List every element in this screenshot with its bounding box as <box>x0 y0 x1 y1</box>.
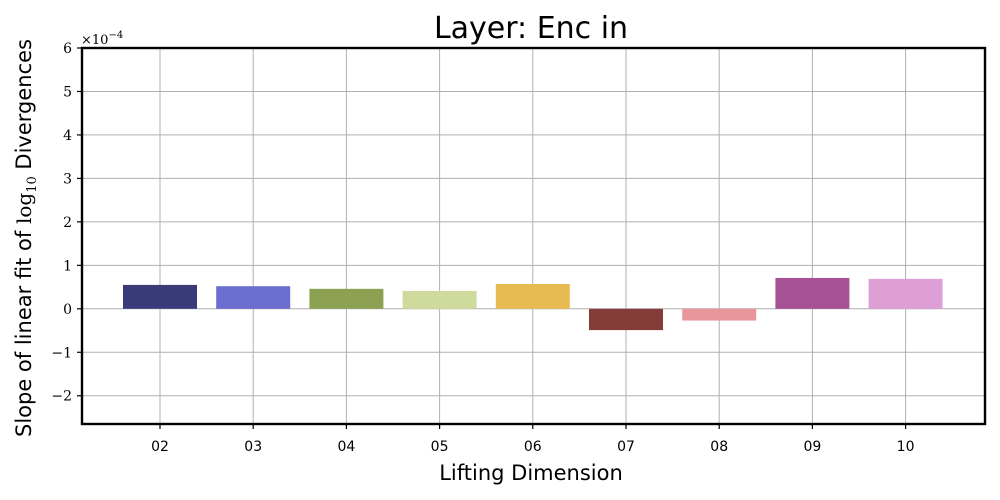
y-ticks: −2 −1 0 1 2 3 4 5 6 <box>51 41 82 405</box>
bars <box>123 277 943 331</box>
y-tick-label: −1 <box>51 345 72 361</box>
x-tick-label: 03 <box>244 439 262 455</box>
y-axis-label-log: log <box>12 193 36 224</box>
bar-02 <box>123 284 197 309</box>
y-axis-label: Slope of linear fit of log10 Divergences <box>12 39 40 437</box>
bar-04 <box>309 288 384 309</box>
y-tick-label: 0 <box>63 302 72 318</box>
x-tick-label: 07 <box>617 439 635 455</box>
grid <box>82 47 985 424</box>
y-tick-label: 6 <box>63 41 72 57</box>
y-axis-label-prefix: Slope of linear fit of <box>12 224 36 437</box>
y-tick-label: 1 <box>63 258 72 274</box>
x-tick-label: 02 <box>151 439 169 455</box>
plot-frame <box>80 46 987 426</box>
bar-05 <box>402 290 477 309</box>
y-axis-exponent: ×10−4 <box>81 30 123 48</box>
bar-03 <box>216 286 291 309</box>
chart-title: Layer: Enc in <box>434 11 628 46</box>
y-tick-label: −2 <box>51 389 72 405</box>
y-tick-label: 2 <box>63 215 72 231</box>
x-tick-label: 05 <box>431 439 449 455</box>
y-axis-label-suffix: Divergences <box>12 39 36 176</box>
x-axis-label: Lifting Dimension <box>439 461 623 485</box>
y-axis-label-sub: 10 <box>25 176 40 193</box>
x-tick-label: 04 <box>337 439 355 455</box>
bar-09 <box>775 277 850 309</box>
y-tick-label: 4 <box>63 128 72 144</box>
bar-10 <box>868 278 943 309</box>
y-tick-label: 3 <box>63 171 72 187</box>
x-tick-label: 06 <box>524 439 542 455</box>
x-ticks: 02 03 04 05 06 07 08 09 10 <box>151 424 915 455</box>
bar-08 <box>682 308 757 321</box>
y-exponent-power: −4 <box>108 30 123 41</box>
x-tick-label: 10 <box>897 439 915 455</box>
x-tick-label: 09 <box>803 439 821 455</box>
bar-07 <box>589 308 663 331</box>
bar-06 <box>495 284 570 309</box>
y-tick-label: 5 <box>63 84 72 100</box>
y-exponent-base: ×10 <box>81 33 108 48</box>
x-tick-label: 08 <box>710 439 728 455</box>
